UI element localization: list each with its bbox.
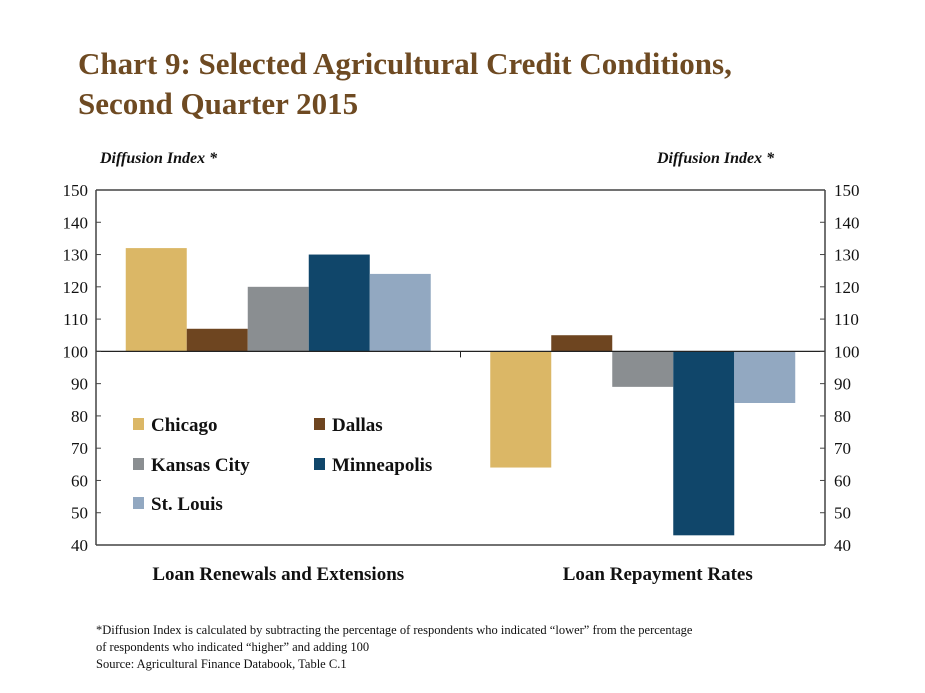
legend-swatch: [314, 458, 325, 470]
right-tick-label: 60: [834, 471, 851, 490]
bar-chicago: [490, 351, 552, 468]
legend-label: Kansas City: [151, 455, 250, 476]
source-note: Source: Agricultural Finance Databook, T…: [96, 657, 347, 671]
left-tick-label: 140: [63, 213, 89, 232]
legend-swatch: [133, 458, 144, 470]
right-tick-label: 40: [834, 536, 851, 555]
bar-dallas: [186, 328, 248, 352]
left-tick-label: 90: [71, 375, 88, 394]
bar-kansas-city: [247, 286, 309, 352]
right-tick-label: 50: [834, 504, 851, 523]
right-tick-label: 100: [834, 342, 860, 361]
legend-label: Chicago: [151, 415, 218, 436]
legend-label: Minneapolis: [332, 455, 432, 476]
legend-label: St. Louis: [151, 494, 223, 515]
left-tick-label: 100: [63, 342, 89, 361]
right-tick-label: 110: [834, 310, 859, 329]
left-tick-label: 130: [63, 246, 89, 265]
title-line-2: Second Quarter 2015: [78, 86, 359, 121]
bar-st-louis: [369, 273, 431, 352]
left-tick-label: 110: [63, 310, 88, 329]
left-axis-title: Diffusion Index *: [100, 150, 218, 167]
legend-swatch: [133, 418, 144, 430]
footnote-line-1: *Diffusion Index is calculated by subtra…: [96, 623, 693, 637]
left-tick-label: 80: [71, 407, 88, 426]
left-tick-label: 150: [63, 181, 89, 200]
category-label: Loan Repayment Rates: [563, 564, 753, 585]
bar-dallas: [551, 335, 613, 352]
footnote: *Diffusion Index is calculated by subtra…: [96, 622, 692, 673]
left-tick-label: 120: [63, 278, 89, 297]
legend-label: Dallas: [332, 415, 383, 436]
left-tick-label: 60: [71, 471, 88, 490]
right-tick-label: 90: [834, 375, 851, 394]
right-tick-label: 130: [834, 246, 860, 265]
bar-minneapolis: [673, 351, 735, 536]
legend-swatch: [314, 418, 325, 430]
bar-kansas-city: [612, 351, 674, 387]
bar-minneapolis: [308, 254, 370, 352]
title-line-1: Chart 9: Selected Agricultural Credit Co…: [78, 46, 732, 81]
right-axis-title: Diffusion Index *: [657, 150, 775, 167]
right-tick-label: 80: [834, 407, 851, 426]
bar-st-louis: [734, 351, 796, 403]
bar-chicago: [125, 248, 187, 352]
right-tick-label: 120: [834, 278, 860, 297]
right-tick-label: 150: [834, 181, 860, 200]
left-tick-label: 70: [71, 439, 88, 458]
footnote-line-2: of respondents who indicated “higher” an…: [96, 640, 370, 654]
category-label: Loan Renewals and Extensions: [152, 564, 404, 585]
chart-title: Chart 9: Selected Agricultural Credit Co…: [78, 44, 732, 124]
right-tick-label: 140: [834, 213, 860, 232]
right-tick-label: 70: [834, 439, 851, 458]
legend-swatch: [133, 497, 144, 509]
left-tick-label: 40: [71, 536, 88, 555]
left-tick-label: 50: [71, 504, 88, 523]
